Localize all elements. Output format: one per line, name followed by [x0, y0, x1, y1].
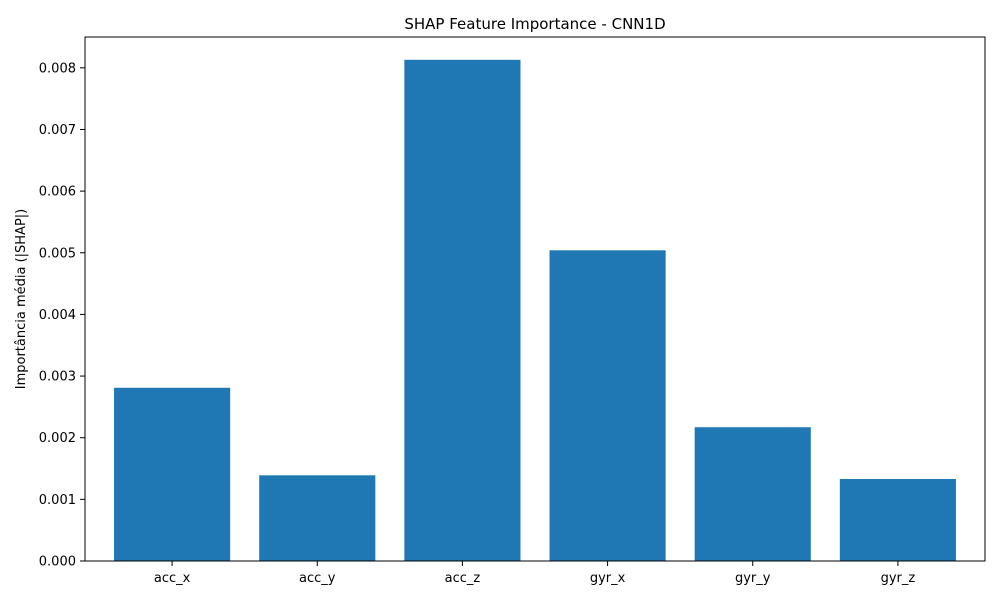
plot-frame — [84, 36, 986, 562]
bar-acc_z — [404, 59, 521, 561]
chart-title: SHAP Feature Importance - CNN1D — [404, 15, 665, 33]
bar-acc_y — [259, 475, 376, 561]
x-tick-label: acc_y — [299, 571, 336, 586]
bars-group — [114, 59, 956, 561]
y-axis-label: Importância média (|SHAP|) — [14, 209, 29, 390]
y-tick-label: 0.002 — [39, 431, 76, 446]
bar-gyr_z — [839, 479, 956, 561]
y-tick-label: 0.005 — [39, 246, 76, 261]
bar-gyr_x — [549, 250, 666, 561]
y-tick-label: 0.008 — [39, 61, 76, 76]
y-tick-label: 0.004 — [39, 308, 76, 323]
y-tick-label: 0.006 — [39, 185, 76, 200]
y-tick-label: 0.003 — [39, 370, 76, 385]
x-tick-label: gyr_x — [590, 571, 626, 586]
x-tick-label: acc_x — [154, 571, 191, 586]
y-tick-label: 0.007 — [39, 123, 76, 138]
bar-acc_x — [114, 387, 231, 561]
y-tick-label: 0.000 — [39, 555, 76, 570]
x-tick-label: gyr_y — [735, 571, 771, 586]
x-tick-label: gyr_z — [881, 571, 916, 586]
x-axis-ticks: acc_x acc_y acc_z gyr_x gyr_y gyr_z — [154, 561, 916, 586]
x-tick-label: acc_z — [445, 571, 481, 586]
y-tick-label: 0.001 — [39, 493, 76, 508]
bar-gyr_y — [694, 427, 811, 561]
y-axis-ticks: 0.000 0.001 0.002 0.003 0.004 0.005 0.006 0.007… — [39, 61, 85, 570]
